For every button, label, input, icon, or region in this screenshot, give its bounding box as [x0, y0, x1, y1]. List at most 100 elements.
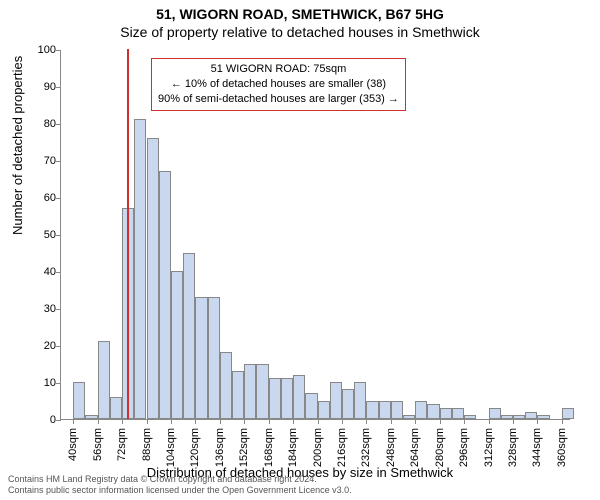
histogram-bar [85, 415, 97, 419]
histogram-bar [354, 382, 366, 419]
x-tick-label: 88sqm [141, 428, 153, 461]
x-tick-label: 56sqm [92, 428, 104, 461]
x-tick-mark [244, 419, 245, 424]
title-main: 51, WIGORN ROAD, SMETHWICK, B67 5HG [0, 6, 600, 22]
property-marker-line [127, 49, 129, 419]
histogram-bar [220, 352, 232, 419]
histogram-bar [489, 408, 501, 419]
histogram-bar [293, 375, 305, 419]
histogram-bar [537, 415, 549, 419]
y-tick-label: 80 [26, 118, 56, 130]
histogram-bar [110, 397, 122, 419]
y-tick-mark [56, 420, 61, 421]
histogram-bar [379, 401, 391, 420]
histogram-bar [501, 415, 513, 419]
x-tick-mark [440, 419, 441, 424]
histogram-bar [281, 378, 293, 419]
y-tick-label: 100 [26, 44, 56, 56]
annotation-line: 51 WIGORN ROAD: 75sqm [158, 62, 399, 77]
y-tick-label: 90 [26, 81, 56, 93]
x-tick-mark [562, 419, 563, 424]
histogram-bar [427, 404, 439, 419]
histogram-bar [195, 297, 207, 419]
y-tick-mark [56, 272, 61, 273]
y-tick-label: 70 [26, 155, 56, 167]
x-tick-label: 168sqm [263, 428, 275, 467]
y-axis-label: Number of detached properties [10, 56, 25, 235]
x-tick-mark [122, 419, 123, 424]
histogram-bar [391, 401, 403, 420]
histogram-bar [134, 119, 146, 419]
histogram-bar [464, 415, 476, 419]
histogram-bar [318, 401, 330, 420]
x-tick-label: 72sqm [116, 428, 128, 461]
histogram-bar [244, 364, 256, 420]
x-tick-mark [391, 419, 392, 424]
x-tick-label: 40sqm [67, 428, 79, 461]
x-tick-mark [98, 419, 99, 424]
y-tick-mark [56, 383, 61, 384]
annotation-line: 90% of semi-detached houses are larger (… [158, 92, 399, 107]
histogram-bar [403, 415, 415, 419]
x-tick-mark [366, 419, 367, 424]
x-tick-label: 184sqm [287, 428, 299, 467]
x-tick-mark [489, 419, 490, 424]
y-tick-mark [56, 198, 61, 199]
footer-line-1: Contains HM Land Registry data © Crown c… [8, 474, 352, 485]
histogram-bar [256, 364, 268, 420]
x-tick-mark [269, 419, 270, 424]
histogram-bar [147, 138, 159, 419]
x-tick-label: 232sqm [360, 428, 372, 467]
y-tick-mark [56, 309, 61, 310]
x-tick-mark [293, 419, 294, 424]
x-tick-label: 200sqm [312, 428, 324, 467]
x-tick-label: 136sqm [214, 428, 226, 467]
annotation-line: ← 10% of detached houses are smaller (38… [158, 77, 399, 92]
x-tick-label: 344sqm [531, 428, 543, 467]
x-tick-label: 216sqm [336, 428, 348, 467]
y-tick-label: 40 [26, 266, 56, 278]
y-tick-label: 60 [26, 192, 56, 204]
histogram-bar [73, 382, 85, 419]
histogram-bar [330, 382, 342, 419]
x-tick-label: 312sqm [483, 428, 495, 467]
x-tick-label: 120sqm [189, 428, 201, 467]
y-tick-label: 20 [26, 340, 56, 352]
x-tick-mark [513, 419, 514, 424]
y-tick-mark [56, 161, 61, 162]
histogram-bar [159, 171, 171, 419]
plot-area: 010203040506070809010040sqm56sqm72sqm88s… [60, 50, 570, 420]
x-tick-mark [342, 419, 343, 424]
histogram-bar [562, 408, 574, 419]
x-tick-mark [220, 419, 221, 424]
histogram-bar [171, 271, 183, 419]
y-tick-mark [56, 87, 61, 88]
x-tick-label: 280sqm [434, 428, 446, 467]
histogram-bar [305, 393, 317, 419]
histogram-bar [342, 389, 354, 419]
footer-attribution: Contains HM Land Registry data © Crown c… [8, 474, 352, 497]
x-tick-label: 360sqm [556, 428, 568, 467]
x-tick-mark [537, 419, 538, 424]
histogram-bar [366, 401, 378, 420]
histogram-bar [269, 378, 281, 419]
y-tick-mark [56, 124, 61, 125]
x-tick-label: 248sqm [385, 428, 397, 467]
y-tick-label: 50 [26, 229, 56, 241]
y-tick-label: 30 [26, 303, 56, 315]
footer-line-2: Contains public sector information licen… [8, 485, 352, 496]
x-tick-label: 104sqm [165, 428, 177, 467]
x-tick-label: 328sqm [507, 428, 519, 467]
x-tick-mark [318, 419, 319, 424]
y-tick-mark [56, 235, 61, 236]
histogram-bar [98, 341, 110, 419]
y-tick-mark [56, 346, 61, 347]
histogram-plot: 010203040506070809010040sqm56sqm72sqm88s… [60, 50, 570, 420]
x-tick-label: 264sqm [409, 428, 421, 467]
y-tick-label: 10 [26, 377, 56, 389]
histogram-bar [183, 253, 195, 420]
x-tick-mark [464, 419, 465, 424]
x-tick-mark [415, 419, 416, 424]
x-tick-label: 296sqm [458, 428, 470, 467]
x-tick-mark [171, 419, 172, 424]
